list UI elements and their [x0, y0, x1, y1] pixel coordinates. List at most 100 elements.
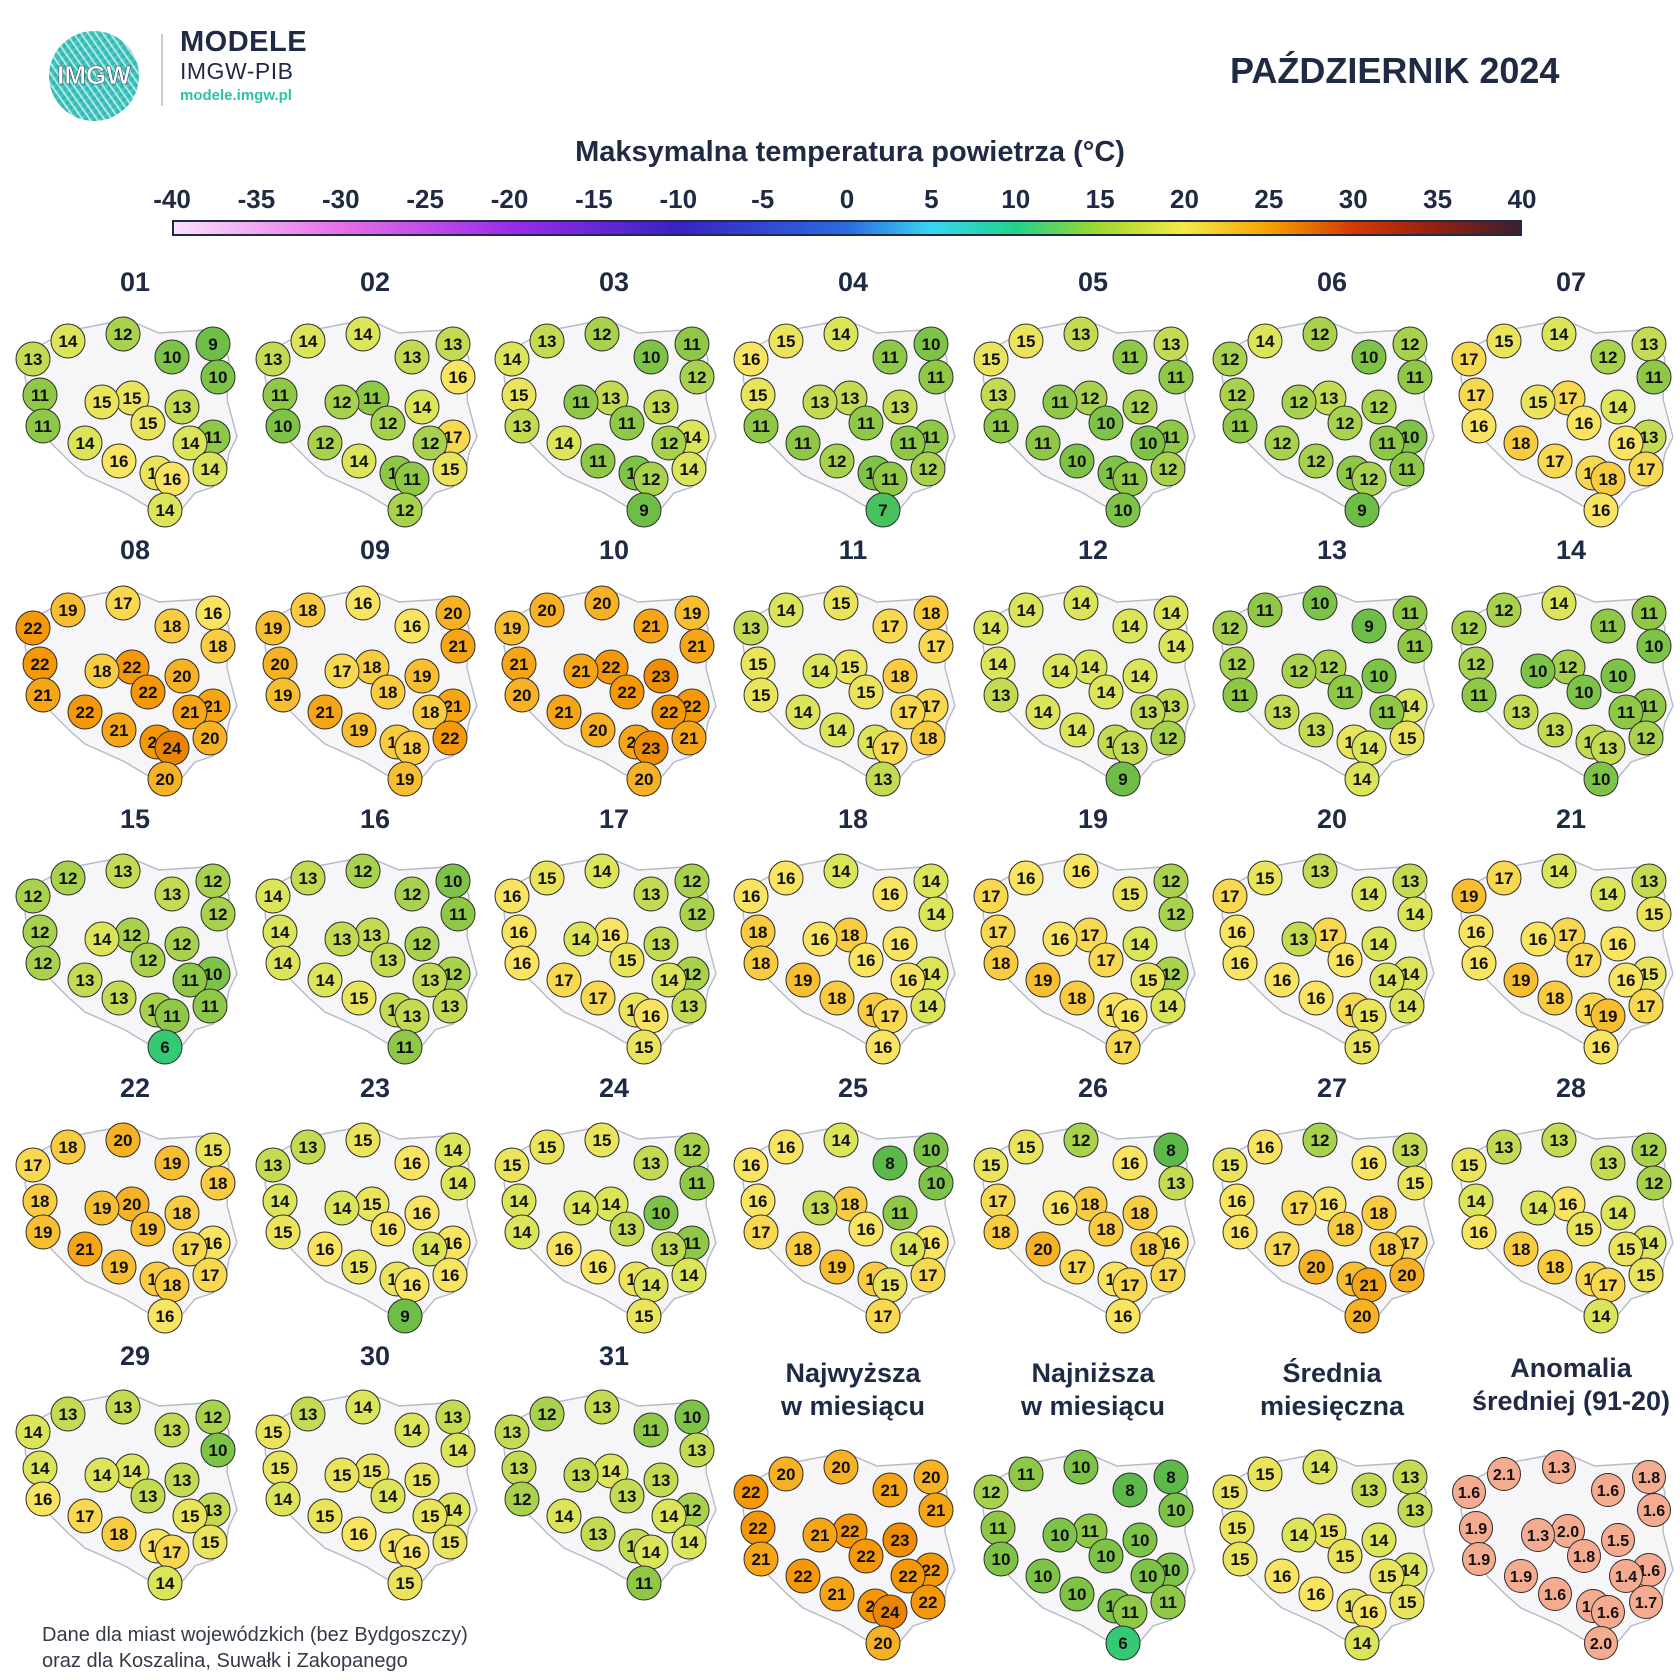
station-value-label: 13	[652, 935, 671, 954]
station-marker	[918, 359, 954, 395]
station-value-label: 19	[264, 619, 283, 638]
station-value-label: 17	[1097, 951, 1116, 970]
summary-0-map: 2020212022222122212321222222222122222420	[733, 1449, 956, 1661]
day-29-map: 1313131214141014141316131317151816151714	[15, 1389, 238, 1601]
station-value-label: 18	[1097, 1220, 1116, 1239]
station-value-label: 18	[992, 1223, 1011, 1242]
station-marker	[983, 1214, 1019, 1250]
colorbar-tick-labels: -40 -35 -30 -25 -20 -15 -10 -5 0 5 10 15 20 25 30 35 40	[0, 184, 1680, 218]
station-value-label: 10	[163, 348, 182, 367]
station-value-label: 9	[1364, 617, 1373, 636]
station-value-label: 12	[204, 872, 223, 891]
station-marker	[15, 341, 51, 377]
station-value-label: 13	[593, 1398, 612, 1417]
station-marker	[733, 878, 769, 914]
station-marker	[265, 408, 301, 444]
station-value-label: 13	[1162, 697, 1181, 716]
day-label-07: 07	[1555, 267, 1587, 297]
station-marker	[679, 896, 715, 932]
station-marker	[882, 1522, 918, 1558]
station-marker	[1130, 1558, 1166, 1594]
station-value-label: 13	[1121, 739, 1140, 758]
station-value-label: 18	[891, 667, 910, 686]
station-marker	[370, 1211, 406, 1247]
station-marker	[1609, 1559, 1643, 1593]
station-marker	[200, 896, 236, 932]
station-value-label: 21	[828, 1585, 847, 1604]
station-value-label: 11	[683, 335, 701, 354]
station-marker	[1600, 926, 1636, 962]
station-marker	[1264, 694, 1300, 730]
station-marker	[345, 1389, 381, 1425]
station-value-label: 13	[1072, 325, 1091, 344]
station-value-label: 11	[899, 434, 917, 453]
station-value-label: 17	[899, 703, 918, 722]
station-marker	[848, 942, 884, 978]
day-09-map: 1816162019202118171919182121181918221819	[255, 585, 478, 797]
station-value-label: 12	[1159, 729, 1178, 748]
station-value-label: 14	[413, 398, 432, 417]
station-marker	[1105, 1029, 1141, 1065]
station-value-label: 14	[156, 1574, 175, 1593]
station-value-label: 13	[1599, 1154, 1618, 1173]
station-value-label: 17	[1637, 997, 1656, 1016]
station-marker	[290, 1396, 326, 1432]
station-marker	[307, 1498, 343, 1534]
station-value-label: 15	[749, 386, 768, 405]
brand-url[interactable]: modele.imgw.pl	[180, 87, 292, 104]
station-marker	[743, 408, 779, 444]
station-value-label: 22	[139, 683, 158, 702]
station-value-label: 17	[555, 971, 574, 990]
station-marker	[910, 1257, 946, 1293]
footnote-line-2: oraz dla Koszalina, Suwałk i Zakopanego	[42, 1650, 408, 1672]
station-value-label: 16	[444, 1234, 463, 1253]
station-value-label: 10	[1068, 1585, 1087, 1604]
station-marker	[1389, 988, 1425, 1024]
station-marker	[1590, 339, 1626, 375]
colorbar-tick-label: 20	[1170, 184, 1199, 214]
station-value-label: 17	[1068, 1258, 1087, 1277]
station-marker	[164, 1195, 200, 1231]
station-marker	[1112, 339, 1148, 375]
station-value-label: 11	[642, 1421, 660, 1440]
station-marker	[743, 945, 779, 981]
station-value-label: 19	[110, 1258, 129, 1277]
day-07-map: 1514121317171117151416161318161717171816	[1451, 316, 1674, 528]
day-10-map: 2020211919212122212320222221222021212320	[494, 585, 717, 797]
station-marker	[412, 1231, 448, 1267]
station-value-label: 13	[173, 398, 192, 417]
station-marker	[345, 585, 381, 621]
station-marker	[882, 926, 918, 962]
station-value-label: 16	[1228, 1192, 1247, 1211]
station-value-label: 17	[1290, 1199, 1309, 1218]
station-marker	[1389, 451, 1425, 487]
station-marker	[1298, 443, 1334, 479]
station-marker	[1601, 1523, 1635, 1557]
station-marker	[1608, 425, 1644, 461]
station-value-label: 17	[163, 1543, 182, 1562]
station-marker	[1369, 962, 1405, 998]
station-marker	[440, 359, 476, 395]
station-marker	[633, 339, 669, 375]
station-value-label: 19	[1034, 971, 1053, 990]
station-marker	[1486, 323, 1522, 359]
station-value-label: 17	[1121, 1276, 1140, 1295]
station-marker	[1351, 1472, 1387, 1508]
station-marker	[802, 1190, 838, 1226]
station-value-label: 19	[34, 1223, 53, 1242]
station-value-label: 13	[1307, 721, 1326, 740]
station-marker	[733, 1474, 769, 1510]
station-marker	[192, 988, 228, 1024]
station-marker	[1541, 1122, 1577, 1158]
station-marker	[1542, 1450, 1576, 1484]
station-value-label: 13	[1550, 1131, 1569, 1150]
station-value-label: 16	[589, 1258, 608, 1277]
station-marker	[412, 962, 448, 998]
station-marker	[1389, 1257, 1425, 1293]
station-value-label: 16	[742, 887, 761, 906]
station-value-label: 11	[396, 1038, 414, 1057]
station-value-label: 18	[841, 1195, 860, 1214]
station-value-label: 17	[589, 989, 608, 1008]
station-marker	[1063, 853, 1099, 889]
station-value-label: 18	[163, 1276, 182, 1295]
